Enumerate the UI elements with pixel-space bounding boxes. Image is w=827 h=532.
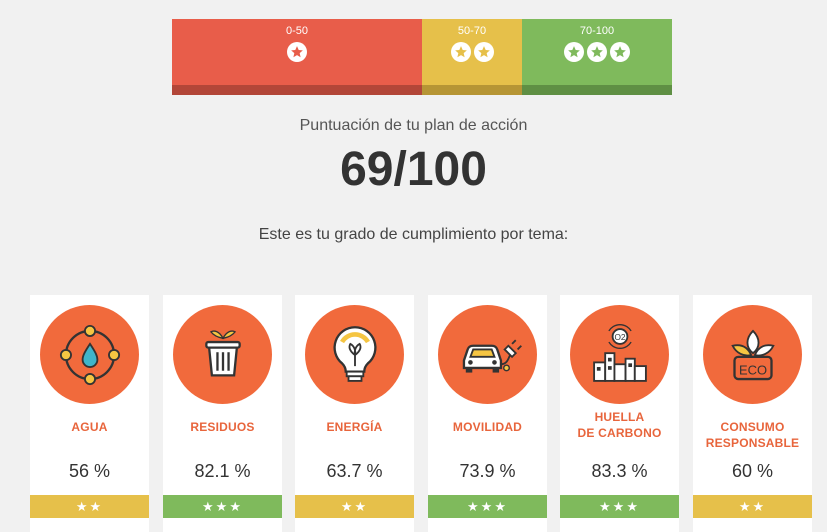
- star-icon: [587, 42, 607, 62]
- topic-rating: ★★★: [163, 495, 282, 518]
- topic-card-movilidad: MOVILIDAD 73.9 % ★★★: [428, 295, 547, 532]
- range-label: 50-70: [457, 25, 487, 37]
- star-icon: [450, 42, 471, 62]
- svg-text:O2: O2: [614, 332, 625, 342]
- city-co2-icon: O2: [570, 305, 669, 404]
- topic-title: CONSUMO RESPONSABLE: [705, 420, 800, 450]
- score-subtitle: Puntuación de tu plan de acción: [299, 117, 528, 134]
- range-label: 70-100: [579, 25, 615, 37]
- grade-description: Este es tu grado de cumplimiento por tem…: [258, 226, 569, 243]
- topic-rating: ★★★: [560, 495, 679, 518]
- light-bulb-icon: [305, 305, 404, 404]
- topic-title: AGUA: [71, 420, 108, 434]
- topic-percent: 82.1 %: [194, 461, 251, 481]
- topic-percent: 56 %: [68, 461, 111, 481]
- topic-card-consumo-responsable: ECO CONSUMO RESPONSABLE 60 % ★★: [693, 295, 812, 532]
- range-label: 0-50: [285, 25, 309, 37]
- topic-title: ENERGÍA: [326, 420, 383, 434]
- star-icon: [610, 42, 630, 62]
- range-segment-low: 0-50: [172, 19, 422, 95]
- topic-card-energia: ENERGÍA 63.7 % ★★: [295, 295, 414, 532]
- topic-rating: ★★: [295, 495, 414, 518]
- star-icon: [473, 42, 494, 62]
- svg-text:ECO: ECO: [738, 362, 766, 377]
- topic-title: MOVILIDAD: [452, 420, 523, 434]
- total-score: 69/100: [340, 143, 487, 196]
- range-segment-mid: 50-70: [422, 19, 522, 95]
- topic-percent: 73.9 %: [459, 461, 516, 481]
- topic-card-agua: AGUA 56 % ★★: [30, 295, 149, 532]
- topic-card-huella-carbono: O2 HUELLA DE CARBONO 83.3 % ★★★: [560, 295, 679, 532]
- trash-bin-icon: [173, 305, 272, 404]
- eco-leaves-icon: ECO: [703, 305, 802, 404]
- star-icon: [564, 42, 584, 62]
- star-icon: [287, 42, 307, 62]
- topic-title: HUELLA DE CARBONO: [577, 410, 662, 440]
- topic-rating: ★★: [693, 495, 812, 518]
- topic-title: RESIDUOS: [190, 420, 255, 434]
- range-segment-high: 70-100: [522, 19, 672, 95]
- topic-percent: 60 %: [731, 461, 774, 481]
- electric-car-icon: [438, 305, 537, 404]
- topic-percent: 63.7 %: [326, 461, 383, 481]
- topic-card-residuos: RESIDUOS 82.1 % ★★★: [163, 295, 282, 532]
- topic-cards: AGUA 56 % ★★ RESIDUOS 82.1 % ★★★: [30, 295, 820, 532]
- topic-rating: ★★★: [428, 495, 547, 518]
- water-drop-icon: [40, 305, 139, 404]
- topic-rating: ★★: [30, 495, 149, 518]
- score-range-bar: 0-50 50-70 70-100: [172, 19, 672, 95]
- topic-percent: 83.3 %: [591, 461, 648, 481]
